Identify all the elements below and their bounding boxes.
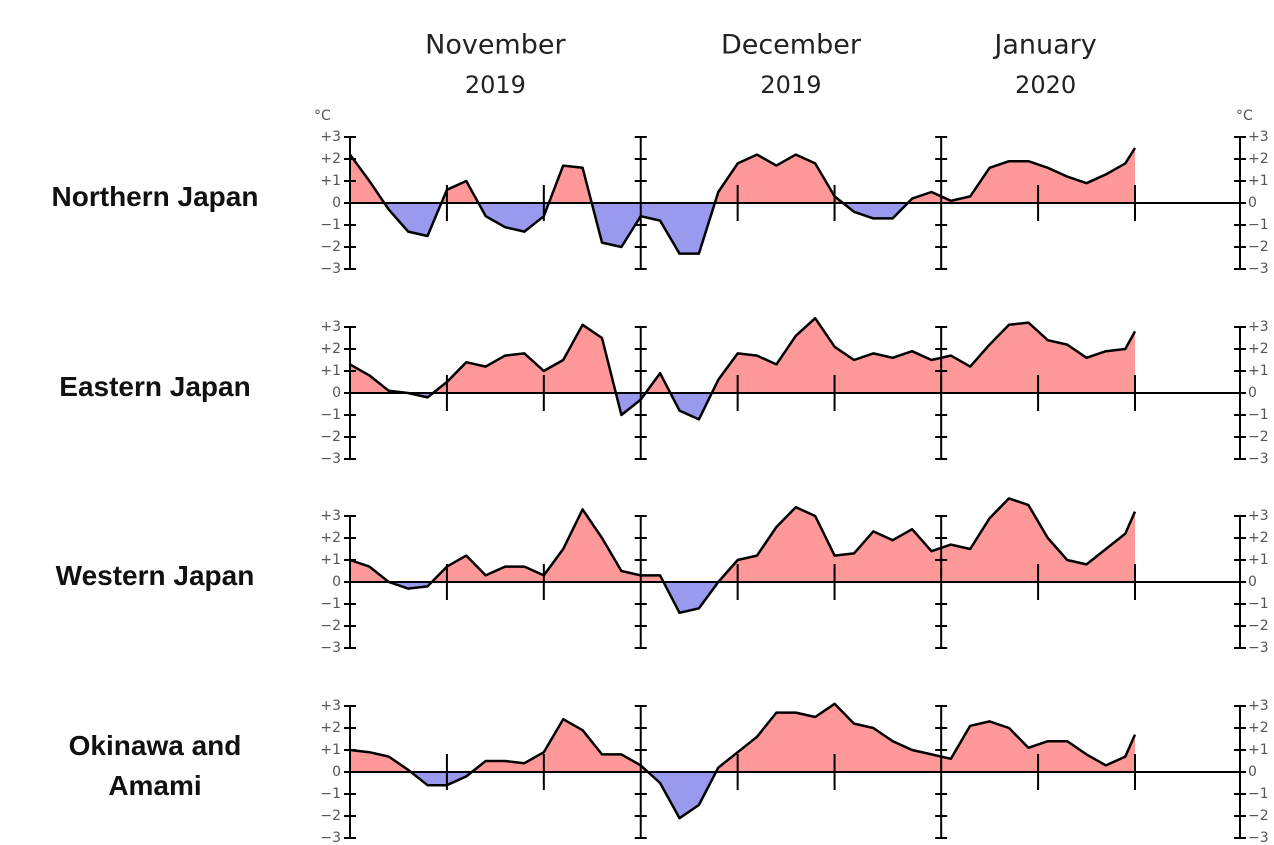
negative-area — [350, 772, 1135, 819]
y-tick-label: 0 — [332, 764, 341, 780]
y-tick-label: +2 — [320, 341, 341, 357]
temperature-line — [349, 497, 1137, 615]
y-tick-label: −3 — [320, 261, 341, 277]
y-tick-label: +2 — [1248, 151, 1269, 167]
y-tick-label: −2 — [320, 618, 341, 634]
positive-area — [350, 318, 1135, 393]
y-tick-label: −1 — [1248, 596, 1269, 612]
y-tick-label: +2 — [320, 720, 341, 736]
y-tick-label: 0 — [332, 574, 341, 590]
y-tick-label: −2 — [320, 429, 341, 445]
panel-title: Eastern Japan — [59, 371, 251, 402]
panel-title: Northern Japan — [51, 181, 259, 212]
y-tick-label: +1 — [1248, 363, 1269, 379]
y-tick-label: −3 — [320, 640, 341, 656]
y-tick-label: +1 — [1248, 173, 1269, 189]
month-label: January — [992, 30, 1096, 61]
y-tick-label: −2 — [320, 808, 341, 824]
positive-area — [350, 148, 1135, 203]
y-tick-label: −2 — [1248, 429, 1269, 445]
y-tick-label: +3 — [320, 698, 341, 714]
y-tick-label: −3 — [1248, 640, 1269, 656]
y-tick-label: 0 — [332, 385, 341, 401]
y-tick-label: −3 — [320, 830, 341, 845]
y-tick-label: −1 — [1248, 217, 1269, 233]
y-tick-label: +1 — [320, 173, 341, 189]
y-tick-label: +2 — [1248, 720, 1269, 736]
y-tick-label: +1 — [320, 742, 341, 758]
y-tick-label: +3 — [320, 129, 341, 145]
positive-area — [350, 703, 1135, 772]
y-tick-label: +1 — [1248, 552, 1269, 568]
y-tick-label: 0 — [1248, 764, 1257, 780]
y-tick-label: +3 — [1248, 319, 1269, 335]
y-tick-label: −3 — [1248, 261, 1269, 277]
y-tick-label: −2 — [320, 239, 341, 255]
y-tick-label: −3 — [1248, 451, 1269, 467]
positive-area — [350, 498, 1135, 582]
y-tick-label: −2 — [1248, 808, 1269, 824]
y-tick-label: 0 — [332, 195, 341, 211]
y-tick-label: +3 — [1248, 129, 1269, 145]
y-tick-label: +3 — [1248, 698, 1269, 714]
negative-area — [350, 203, 1135, 254]
temperature-line — [349, 316, 1137, 421]
panel-title: Western Japan — [55, 560, 255, 591]
y-tick-label: −3 — [320, 451, 341, 467]
y-tick-label: −3 — [1248, 830, 1269, 845]
month-label: November — [425, 30, 566, 61]
y-tick-label: −2 — [1248, 618, 1269, 634]
y-tick-label: 0 — [1248, 385, 1257, 401]
y-tick-label: +3 — [1248, 508, 1269, 524]
panel-title: Okinawa and Amami — [68, 730, 242, 801]
y-tick-label: +1 — [320, 363, 341, 379]
temperature-line — [348, 147, 1137, 255]
y-tick-label: +2 — [320, 530, 341, 546]
year-label: 2019 — [760, 71, 821, 99]
unit-label: °C — [314, 108, 331, 124]
y-tick-label: 0 — [1248, 574, 1257, 590]
y-tick-label: −2 — [1248, 239, 1269, 255]
y-tick-label: +2 — [320, 151, 341, 167]
y-tick-label: −1 — [320, 596, 341, 612]
y-tick-label: +3 — [320, 508, 341, 524]
y-tick-label: −1 — [1248, 786, 1269, 802]
year-label: 2020 — [1015, 71, 1076, 99]
y-tick-label: +1 — [1248, 742, 1269, 758]
y-tick-label: 0 — [1248, 195, 1257, 211]
year-label: 2019 — [465, 71, 526, 99]
y-tick-label: +1 — [320, 552, 341, 568]
y-tick-label: +3 — [320, 319, 341, 335]
y-tick-label: −1 — [320, 786, 341, 802]
y-tick-label: +2 — [1248, 530, 1269, 546]
y-tick-label: −1 — [1248, 407, 1269, 423]
y-tick-label: −1 — [320, 407, 341, 423]
unit-label: °C — [1236, 108, 1253, 124]
month-label: December — [721, 30, 862, 61]
temperature-line — [349, 702, 1137, 820]
y-tick-label: −1 — [320, 217, 341, 233]
y-tick-label: +2 — [1248, 341, 1269, 357]
